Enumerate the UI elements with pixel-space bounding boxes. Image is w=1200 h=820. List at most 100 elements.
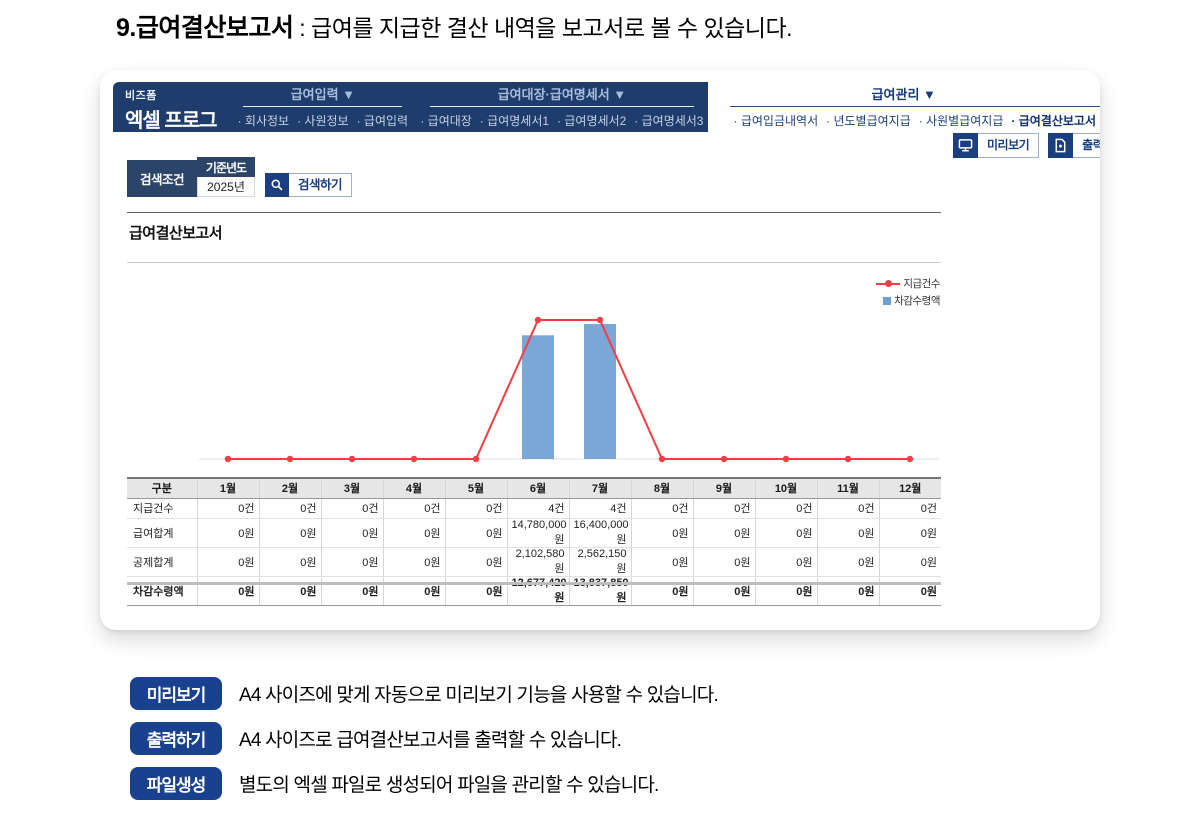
report-chart [199,316,939,463]
print-button[interactable]: 출력하기 [1048,133,1100,158]
row-label: 급여합계 [127,518,198,548]
search-icon [265,173,289,197]
table-corner-header: 구분 [127,477,198,499]
bar-swatch-icon [883,296,892,305]
nav-bar: 비즈폼 엑셀 프로그램 급여입력 ▼ · 회사정보 · 사원정보 · 급여입력 급여대장… [113,82,1101,161]
menu-items: · 회사정보 · 사원정보 · 급여입력 [229,107,416,129]
menu-title[interactable]: 급여입력 ▼ [290,87,356,102]
menu-item[interactable]: · 급여명세서1 [479,114,550,128]
legend-item-line: 지급건수 [876,276,940,291]
cell: 0원 [693,547,756,577]
month-header: 3월 [321,477,384,499]
cell: 0원 [259,518,322,548]
menu-item[interactable]: · 년도별급여지급 [826,114,911,128]
legend-label: 지급건수 [903,278,940,290]
row-label: 지급건수 [127,498,198,519]
table-header: 구분 1월 2월 3월 4월 5월 6월 7월 8월 9월 10월 11월 12월 [127,477,941,499]
cell: 0원 [197,518,260,548]
cell: 0건 [383,498,446,519]
menu-item[interactable]: · 회사정보 [237,114,290,128]
table-row: 지급건수 0건 0건 0건 0건 0건 4건 4건 0건 0건 0건 0건 0건 [127,498,941,519]
table-row: 공제합계 0원 0원 0원 0원 0원 2,102,580원 2,562,150원 0원 0원 0원… [127,547,941,577]
menu-title[interactable]: 급여대장·급여명세서 ▼ [497,87,627,102]
menu-items: · 급여대장 · 급여명세서1 · 급여명세서2 · 급여명세서3 [416,107,707,129]
logo-main-text: 엑셀 프로그램 [125,110,218,161]
month-header: 5월 [445,477,508,499]
cell: 0건 [197,498,260,519]
cell: 0원 [755,518,818,548]
menu-underline [729,106,1100,107]
month-header: 10월 [755,477,818,499]
cell: 0원 [879,575,941,606]
table-underline [127,582,941,585]
month-header: 11월 [817,477,880,499]
menu-item[interactable]: · 사원별급여지급 [918,114,1004,128]
row-label: 차감수령액 [127,575,198,606]
cell: 14,780,000원 [507,518,570,548]
note-row-1: 미리보기 A4 사이즈에 맞게 자동으로 미리보기 기능을 사용할 수 있습니다. [130,677,719,710]
note-button-3[interactable]: 파일생성 [130,767,222,800]
menu-item[interactable]: · 급여입력 [356,114,409,128]
cell: 0원 [879,518,941,548]
page-title-bold: 9.급여결산보고서 [116,14,294,42]
cell: 0원 [445,575,508,606]
cell: 16,400,000원 [569,518,632,548]
search-button[interactable]: 검색하기 [265,173,353,197]
cell: 0원 [321,575,384,606]
cell: 0건 [445,498,508,519]
cell: 0원 [321,518,384,548]
cell: 0원 [445,547,508,577]
cell: 0원 [259,575,322,606]
chart-legend: 지급건수 차감수령액 [876,276,940,308]
month-header: 2월 [259,477,322,499]
cell: 2,562,150원 [569,547,632,577]
app-window: 비즈폼 엑셀 프로그램 급여입력 ▼ · 회사정보 · 사원정보 · 급여입력 급여대장… [100,70,1100,630]
preview-button[interactable]: 미리보기 [953,133,1040,158]
cell: 0원 [817,547,880,577]
month-header: 9월 [693,477,756,499]
menu-item[interactable]: · 사원정보 [297,114,349,128]
menu-item[interactable]: · 급여대장 [420,114,472,128]
toolbar: 미리보기 출력하기 [953,133,1100,158]
month-header: 12월 [879,477,941,499]
logo-small-text: 비즈폼 [125,90,157,102]
note-button-2[interactable]: 출력하기 [130,722,222,755]
month-header: 6월 [507,477,570,499]
cell: 4건 [507,498,570,519]
cell: 0원 [383,518,446,548]
menu-item[interactable]: · 급여명세서2 [557,114,627,128]
print-button-label: 출력하기 [1073,133,1100,158]
month-header: 8월 [631,477,694,499]
preview-button-label: 미리보기 [978,133,1040,158]
menu-title[interactable]: 급여관리 ▼ [871,87,936,102]
cell: 0원 [879,547,941,577]
note-button-1[interactable]: 미리보기 [130,677,222,710]
legend-label: 차감수령액 [894,295,940,307]
search-condition-label: 검색조건 [127,160,197,197]
menu-underline [243,106,403,107]
cell: 0건 [321,498,384,519]
table-row: 차감수령액0원0원0원0원0원12,677,420원13,837,850원0원0… [127,575,941,606]
month-header: 4월 [383,477,446,499]
cell: 0건 [817,498,880,519]
menu-item[interactable]: · 급여결산보고서 [1011,114,1096,128]
menu-items: · 급여입금내역서 · 년도별급여지급 · 사원별급여지급 · 급여결산보고서 [708,107,1101,129]
menu-item[interactable]: · 급여입금내역서 [733,114,819,128]
cell: 0원 [383,547,446,577]
cell: 0원 [755,547,818,577]
cell: 0원 [631,575,694,606]
cell: 2,102,580원 [507,547,570,577]
menu-item[interactable]: · 급여명세서3 [634,114,704,128]
note-text: A4 사이즈에 맞게 자동으로 미리보기 기능을 사용할 수 있습니다. [239,685,719,706]
base-year-value[interactable]: 2025년 [197,177,255,197]
table-row: 급여합계 0원 0원 0원 0원 0원 14,780,000원 16,400,000원 0원 0원… [127,518,941,548]
cell: 0원 [817,575,880,606]
app-logo: 비즈폼 엑셀 프로그램 [113,82,230,161]
month-header: 7월 [569,477,632,499]
menu-underline [430,106,694,107]
menu-group-3: 급여관리 ▼ · 급여입금내역서 · 년도별급여지급 · 사원별급여지급 · 급여결산보… [707,82,1101,132]
divider [127,212,941,213]
report-table: 구분 1월 2월 3월 4월 5월 6월 7월 8월 9월 10월 11월 12월 지급건수 0건 0건 0건… [127,477,941,606]
note-row-3: 파일생성 별도의 엑셀 파일로 생성되어 파일을 관리할 수 있습니다. [130,767,659,800]
